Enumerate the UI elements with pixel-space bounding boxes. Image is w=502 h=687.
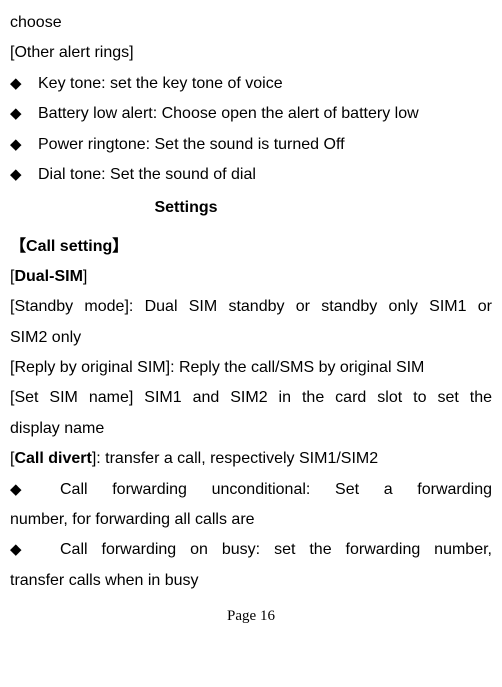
heading-text: Call divert	[14, 450, 91, 467]
text-line: [Other alert rings]	[10, 38, 492, 68]
diamond-icon: ◆	[10, 131, 38, 160]
diamond-icon: ◆	[10, 161, 38, 190]
bullet-text: Battery low alert: Choose open the alert…	[38, 99, 492, 129]
bullet-item: ◆ Key tone: set the key tone of voice	[10, 69, 492, 99]
bullet-text: Call forwarding unconditional: Set a for…	[60, 475, 492, 505]
text-line: SIM2 only	[10, 323, 492, 353]
bullet-item: ◆ Call forwarding unconditional: Set a f…	[10, 475, 492, 505]
text-line: choose	[10, 8, 492, 38]
text-line: [Standby mode]: Dual SIM standby or stan…	[10, 292, 492, 322]
text-line: display name	[10, 414, 492, 444]
section-title: Settings	[0, 190, 492, 225]
text: ]: transfer a call, respectively SIM1/SI…	[92, 450, 378, 467]
diamond-icon: ◆	[10, 70, 38, 99]
diamond-icon: ◆	[10, 476, 60, 505]
bullet-text: Key tone: set the key tone of voice	[38, 69, 492, 99]
heading-dual-sim: [Dual-SIM]	[10, 262, 492, 292]
text-line: number, for forwarding all calls are	[10, 505, 492, 535]
bullet-text: Dial tone: Set the sound of dial	[38, 160, 492, 190]
heading-call-divert: [Call divert]: transfer a call, respecti…	[10, 444, 492, 474]
bracket-right: 】	[112, 238, 128, 255]
heading-text: Dual-SIM	[14, 268, 82, 285]
document-page: choose [Other alert rings] ◆ Key tone: s…	[0, 0, 502, 687]
text-line: [Reply by original SIM]: Reply the call/…	[10, 353, 492, 383]
heading-call-setting: 【Call setting】	[10, 232, 492, 262]
bullet-item: ◆ Battery low alert: Choose open the ale…	[10, 99, 492, 129]
heading-text: Call setting	[26, 238, 112, 255]
bullet-text: Call forwarding on busy: set the forward…	[60, 535, 492, 565]
bullet-text: Power ringtone: Set the sound is turned …	[38, 130, 492, 160]
bullet-item: ◆ Power ringtone: Set the sound is turne…	[10, 130, 492, 160]
text-line: transfer calls when in busy	[10, 566, 492, 596]
bullet-item: ◆ Call forwarding on busy: set the forwa…	[10, 535, 492, 565]
diamond-icon: ◆	[10, 536, 60, 565]
bracket-left: 【	[10, 238, 26, 255]
bullet-item: ◆ Dial tone: Set the sound of dial	[10, 160, 492, 190]
page-number: Page 16	[10, 602, 492, 631]
bracket: ]	[83, 268, 87, 285]
diamond-icon: ◆	[10, 100, 38, 129]
text-line: [Set SIM name] SIM1 and SIM2 in the card…	[10, 383, 492, 413]
